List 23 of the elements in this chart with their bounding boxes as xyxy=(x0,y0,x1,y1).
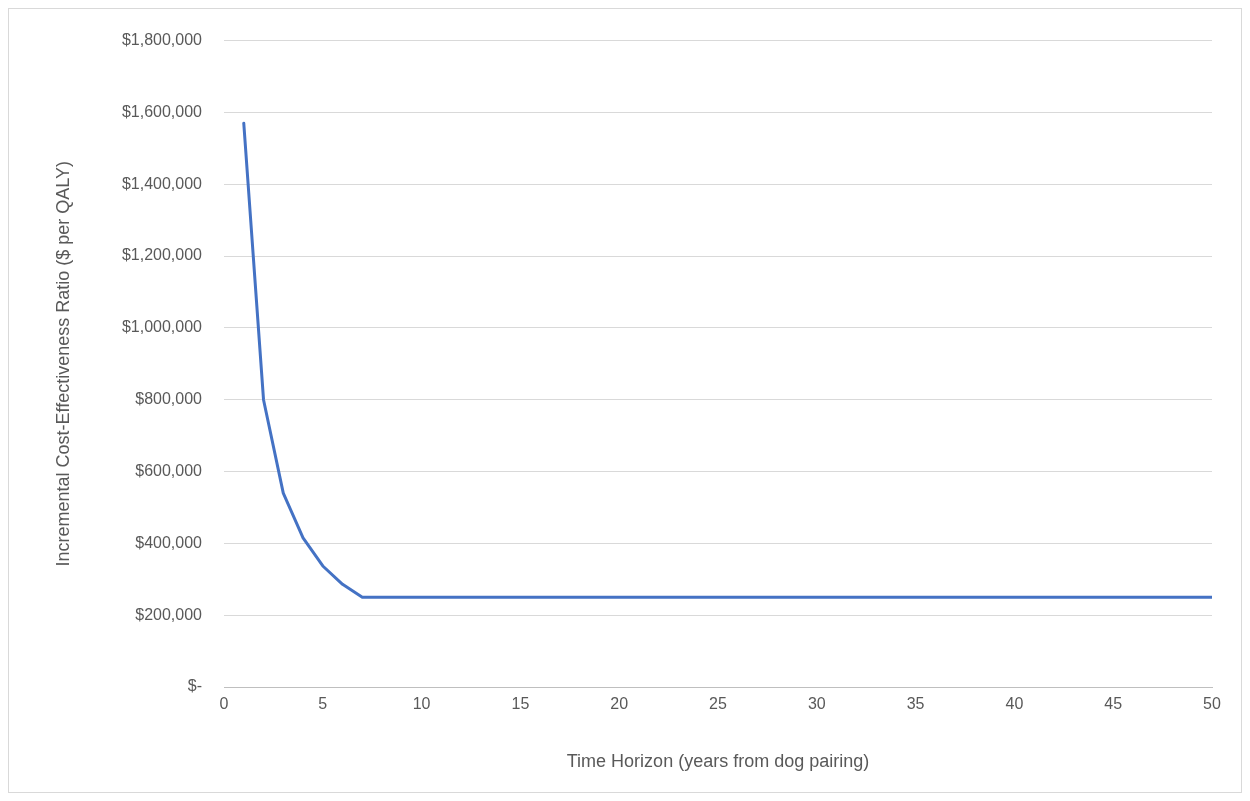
x-tick-label: 15 xyxy=(511,695,530,713)
y-tick-label: $- xyxy=(187,677,202,695)
y-axis-title: Incremental Cost-Effectiveness Ratio ($ per QALY) xyxy=(52,161,73,567)
x-tick-label: 25 xyxy=(709,695,727,713)
x-tick-label: 40 xyxy=(1005,695,1024,713)
y-tick-label: $800,000 xyxy=(135,390,203,408)
x-tick-label: 35 xyxy=(906,695,925,713)
y-tick-label: $200,000 xyxy=(135,605,203,623)
y-tick-label: $600,000 xyxy=(135,461,203,479)
x-axis-title: Time Horizon (years from dog pairing) xyxy=(566,751,870,772)
x-tick-label: 45 xyxy=(1104,695,1123,713)
x-tick-label: 10 xyxy=(412,695,431,713)
y-tick-label: $400,000 xyxy=(135,533,203,551)
y-tick-label: $1,800,000 xyxy=(121,31,203,49)
y-tick-label: $1,200,000 xyxy=(121,246,203,264)
y-tick-label: $1,000,000 xyxy=(121,318,203,336)
x-tick-label: 0 xyxy=(219,695,229,713)
x-tick-label: 30 xyxy=(807,695,826,713)
x-tick-label: 5 xyxy=(318,695,328,713)
y-tick-label: $1,600,000 xyxy=(121,102,203,120)
x-tick-label: 50 xyxy=(1203,695,1221,713)
x-tick-label: 20 xyxy=(610,695,629,713)
y-tick-label: $1,400,000 xyxy=(121,174,203,192)
